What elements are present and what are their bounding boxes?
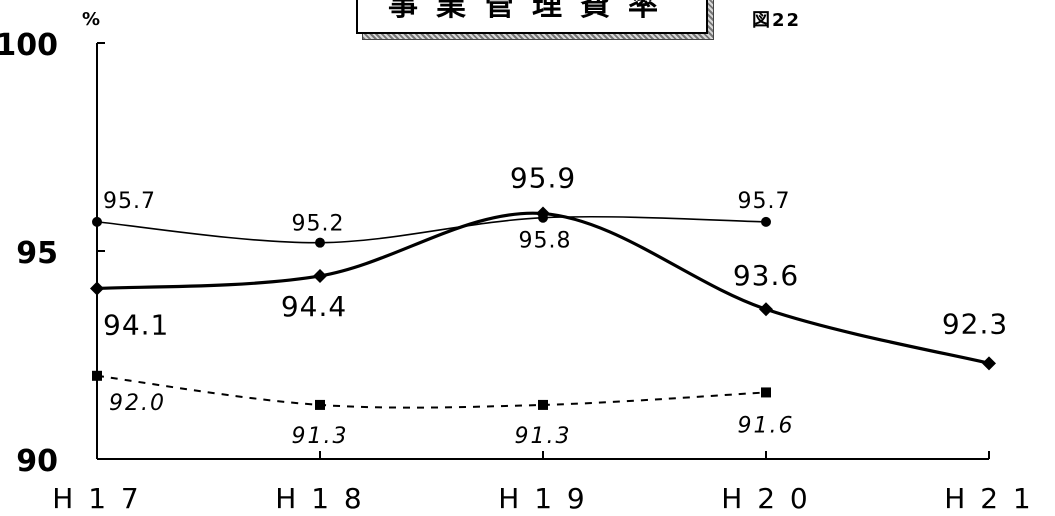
y-unit-label: % — [82, 9, 100, 30]
series-0-label-H17: 95.7 — [103, 189, 156, 214]
chart-title: 事業管理費率 — [356, 0, 708, 34]
x-tick-label-H17: H 1 7 — [52, 482, 141, 515]
series-0-label-H20: 95.7 — [738, 189, 791, 214]
figure-label: 図22 — [752, 10, 802, 31]
series-2-point-H17 — [92, 370, 102, 381]
series-0-line — [96, 215, 767, 244]
y-tick-label-95: 95 — [16, 236, 58, 271]
x-tick-label-H19: H 1 9 — [498, 482, 587, 515]
series-0-label-H18: 95.2 — [292, 212, 345, 237]
x-tick-label-H18: H 1 8 — [275, 482, 364, 515]
series-1-point-H18 — [313, 268, 327, 283]
series-0-label-H19: 95.8 — [519, 229, 572, 254]
series-1-point-H19 — [536, 206, 550, 221]
series-1-point-H21 — [982, 356, 996, 371]
series-2-line — [96, 374, 767, 409]
series-2-label-H19: 91.3 — [515, 424, 572, 449]
y-tick-label-100: 100 — [0, 28, 58, 63]
series-2-label-H18: 91.3 — [292, 424, 349, 449]
y-tick-label-90: 90 — [16, 444, 58, 479]
series-1-label-H20: 93.6 — [733, 259, 799, 292]
series-0-point-H20 — [761, 216, 771, 227]
series-0-point-H17 — [92, 216, 102, 227]
series-2-label-H17: 92.0 — [109, 391, 166, 416]
series-2-label-H20: 91.6 — [738, 413, 795, 438]
series-0-point-H18 — [315, 237, 325, 248]
x-tick-label-H21: H 2 1 — [944, 482, 1033, 515]
series-1-label-H18: 94.4 — [281, 290, 347, 323]
series-2-point-H20 — [761, 387, 771, 398]
series-1-label-H19: 95.9 — [510, 162, 576, 195]
series-1-label-H17: 94.1 — [103, 308, 169, 341]
chart-title-box: 事業管理費率 — [356, 0, 714, 40]
series-1-point-H17 — [90, 281, 104, 296]
series-2-point-H18 — [315, 399, 325, 410]
series-2-point-H19 — [538, 399, 548, 410]
x-tick-label-H20: H 2 0 — [721, 482, 810, 515]
series-1-point-H20 — [759, 302, 773, 317]
series-1-label-H21: 92.3 — [942, 307, 1008, 340]
